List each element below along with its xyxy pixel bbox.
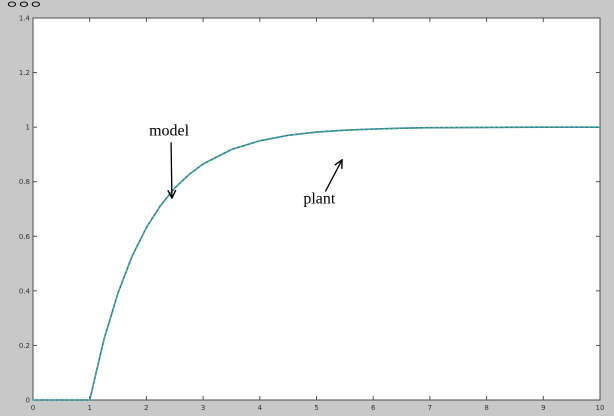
x-tick-label: 5 (314, 404, 318, 412)
x-tick-label: 9 (541, 404, 545, 412)
x-tick-label: 10 (596, 404, 605, 412)
y-tick-label: 1 (26, 124, 30, 132)
y-tick-label: 0.4 (19, 287, 31, 295)
annotation-arrow-model (171, 142, 172, 198)
series-line-2 (33, 126, 600, 401)
ticks-layer: 0 1 2 3 4 5 6 7 8 9 10 0 0.2 0.4 0.6 0.8 1 1.2 1.4 (19, 15, 605, 413)
x-tick-label: 3 (201, 404, 205, 412)
y-tick-label: 0 (26, 397, 30, 405)
x-tick-label: 4 (258, 404, 263, 412)
x-tick-label: 6 (371, 404, 376, 412)
x-tick-label: 7 (428, 404, 432, 412)
y-tick-label: 0.6 (19, 233, 31, 241)
x-tick-label: 8 (484, 404, 488, 412)
x-tick-label: 1 (87, 404, 91, 412)
annotation-label-plant: plant (303, 191, 336, 208)
annotation-layer: model plant (149, 122, 342, 208)
annotation-arrow-plant (324, 160, 342, 192)
x-tick-label: 2 (144, 404, 148, 412)
x-tick-label: 0 (31, 404, 35, 412)
series-layer (33, 126, 600, 401)
y-tick-label: 0.8 (19, 178, 30, 186)
corner-label: ᄋᄋᄋ (6, 0, 42, 15)
y-tick-label: 0.2 (19, 342, 30, 350)
y-tick-label: 1.4 (19, 15, 31, 23)
plot-area (32, 17, 601, 401)
y-tick-label: 1.2 (19, 69, 30, 77)
annotation-label-model: model (149, 122, 190, 139)
